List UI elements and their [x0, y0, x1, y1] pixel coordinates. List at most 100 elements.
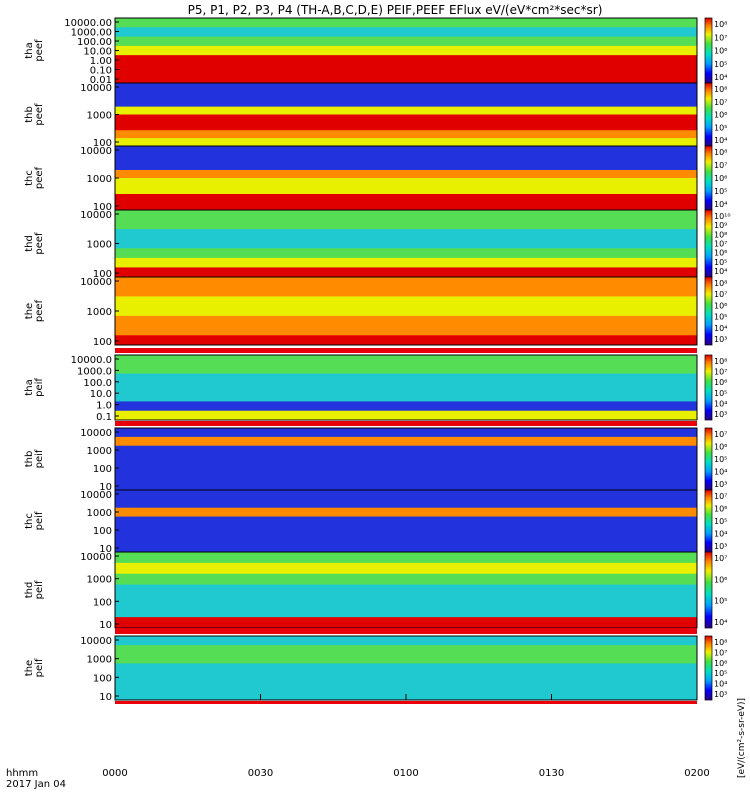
colorbar-tick-label: 10⁷: [714, 161, 727, 170]
colorbar-tick-label: 10⁵: [714, 258, 727, 267]
heatmap-band: [115, 154, 697, 163]
heatmap-band: [115, 428, 697, 438]
panel-frame: [114, 354, 698, 421]
heatmap-band: [115, 454, 697, 464]
colorbar-tick-label: 10⁷: [714, 98, 727, 107]
colorbar-tick-label: 10⁴: [714, 530, 727, 539]
colorbar: [704, 551, 713, 629]
heatmap-band: [115, 229, 697, 240]
colorbar-tick-label: 10⁷: [714, 240, 727, 249]
heatmap-band: [115, 73, 697, 84]
colorbar-tick-label: 10⁶: [714, 378, 727, 387]
heatmap-band: [115, 162, 697, 171]
colorbar-tick-label: 10⁷: [714, 368, 727, 377]
heatmap-band: [115, 573, 697, 586]
heatmap-band: [115, 498, 697, 509]
heatmap-band: [115, 210, 697, 221]
colorbar-tick-label: 10⁷: [714, 290, 727, 299]
colorbar: [704, 145, 713, 211]
separator-band: [115, 348, 697, 353]
heatmap-band: [115, 277, 697, 288]
heatmap-band: [115, 595, 697, 607]
x-tick-label: 0000: [102, 768, 127, 779]
heatmap-band: [115, 490, 697, 500]
heatmap-band: [115, 315, 697, 327]
y-tick-label: 10000: [80, 277, 112, 288]
colorbar-tick-label: 10³: [714, 410, 727, 419]
colorbar-tick-label: 10⁴: [714, 200, 727, 209]
heatmap-band: [115, 507, 697, 518]
heatmap-band: [115, 114, 697, 123]
colorbar-tick-label: 10¹⁰: [714, 212, 731, 221]
separator-band: [115, 701, 697, 704]
heatmap-band: [115, 552, 697, 564]
heatmap-band: [115, 122, 697, 131]
panel-label: peef: [34, 232, 45, 255]
heatmap-band: [115, 18, 697, 28]
colorbar-tick-label: 10³: [714, 335, 727, 344]
colorbar: [704, 276, 713, 346]
y-tick-label: 100: [93, 597, 112, 608]
x-tick-label: 0200: [684, 768, 709, 779]
heatmap-band: [115, 401, 697, 412]
panel-label: peif: [34, 658, 45, 677]
heatmap-band: [115, 170, 697, 179]
y-tick-label: 100: [93, 202, 112, 213]
y-tick-label: 0.10: [90, 66, 112, 77]
colorbar-tick-label: 10⁶: [714, 47, 727, 56]
heatmap-band: [115, 178, 697, 187]
heatmap-band: [115, 645, 697, 655]
panel-label: thb: [24, 106, 35, 123]
y-tick-label: 10000: [80, 428, 112, 439]
y-tick-label: 0.1: [96, 412, 112, 423]
x-tick-label: 0100: [393, 768, 418, 779]
heatmap-band: [115, 90, 697, 100]
heatmap-band: [115, 516, 697, 526]
y-tick-label: 100: [93, 337, 112, 348]
time-axis-label: hhmm: [6, 768, 38, 779]
y-tick-label: 1000: [87, 240, 112, 251]
heatmap-band: [115, 481, 697, 491]
y-tick-label: 10000: [80, 552, 112, 563]
colorbar-tick-label: 10⁴: [714, 680, 727, 689]
heatmap-band: [115, 436, 697, 447]
heatmap-band: [115, 543, 697, 553]
heatmap-band: [115, 45, 697, 56]
y-tick-label: 1000: [87, 446, 112, 457]
y-tick-label: 10: [99, 692, 112, 703]
heatmap-band: [115, 534, 697, 544]
heatmap-band: [115, 219, 697, 230]
panel-label: peef: [34, 166, 45, 189]
heatmap-band: [115, 525, 697, 535]
heatmap-band: [115, 392, 697, 402]
y-tick-label: 1000.00: [71, 28, 112, 39]
y-tick-label: 100.0: [83, 378, 112, 389]
heatmap-band: [115, 306, 697, 317]
y-tick-label: 10000.00: [64, 18, 112, 29]
heatmap-band: [115, 445, 697, 456]
colorbar-tick-label: 10⁵: [714, 597, 727, 606]
y-tick-label: 1000: [87, 655, 112, 666]
colorbar-unit-label: [eV/(cm²-s-sr-eV)]: [737, 698, 747, 778]
heatmap-band: [115, 410, 697, 421]
colorbar-tick-label: 10⁷: [714, 33, 727, 42]
heatmap-band: [115, 617, 697, 629]
panel-label: tha: [24, 379, 35, 395]
heatmap-band: [115, 238, 697, 249]
colorbar-tick-label: 10⁴: [714, 324, 727, 333]
heatmap-band: [115, 130, 697, 139]
colorbar-tick-label: 10⁸: [714, 357, 727, 366]
colorbar: [704, 427, 713, 491]
colorbar-tick-label: 10⁵: [714, 389, 727, 398]
heatmap-band: [115, 636, 697, 646]
heatmap-band: [115, 606, 697, 618]
x-tick-label: 0130: [539, 768, 564, 779]
y-tick-label: 100: [93, 526, 112, 537]
heatmap-band: [115, 146, 697, 155]
panel-label: the: [24, 660, 35, 676]
heatmap-band: [115, 138, 697, 147]
y-tick-label: 1000: [87, 174, 112, 185]
